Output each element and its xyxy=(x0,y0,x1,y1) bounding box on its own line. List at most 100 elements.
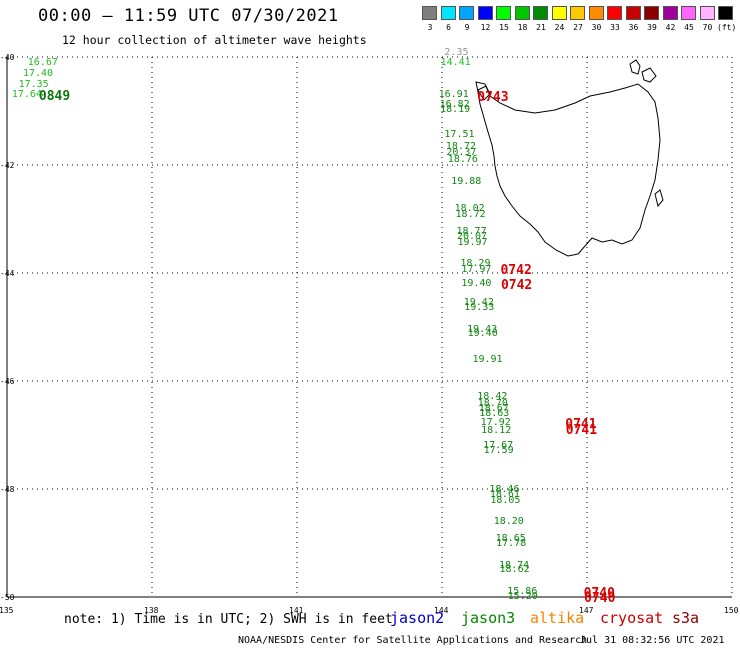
legend-label: 12 xyxy=(480,23,491,32)
page-subtitle: 12 hour collection of altimeter wave hei… xyxy=(62,33,367,47)
wave-height-label: 17.97 xyxy=(461,263,492,275)
pass-time-label: 0741 xyxy=(565,417,597,433)
legend-swatch xyxy=(681,6,696,20)
mission-cryosat: cryosat xyxy=(600,609,664,627)
legend-label: 24 xyxy=(554,23,565,32)
legend-label: 33 xyxy=(610,23,620,32)
mission-s3a: s3a xyxy=(672,609,700,627)
legend-swatch xyxy=(718,6,733,20)
mission-jason2: jason2 xyxy=(390,609,445,627)
lon-tick-label: 150 xyxy=(724,606,739,615)
legend-label: (ft) xyxy=(717,23,737,32)
legend-label: 70 xyxy=(702,23,713,32)
wave-height-label: 18.65 xyxy=(495,532,526,544)
wave-height-label: 19.40 xyxy=(467,328,498,340)
wave-height-label: 18.46 xyxy=(489,484,520,496)
tasmania-coastline xyxy=(475,81,661,257)
wave-height-label: 18.72 xyxy=(445,140,476,152)
lon-tick-label: 135 xyxy=(0,606,14,615)
wave-height-label: 19.97 xyxy=(457,236,488,248)
wave-height-label: 19.88 xyxy=(451,175,482,187)
pass-time-label: 0742 xyxy=(500,277,533,293)
pass-time-label: 0743 xyxy=(477,89,509,105)
legend-swatch xyxy=(607,6,622,20)
legend-swatch xyxy=(422,6,437,20)
lat-tick-label: -44 xyxy=(0,269,15,278)
legend-label: 27 xyxy=(573,23,583,32)
lon-tick-label: 138 xyxy=(144,606,159,615)
wave-height-label: 19.33 xyxy=(464,302,495,314)
legend-swatch xyxy=(625,6,641,20)
wave-height-label: 16.82 xyxy=(439,98,470,110)
wave-height-label: 18.29 xyxy=(460,258,491,270)
mission-altika: altika xyxy=(530,609,585,627)
wave-height-label: 16.91 xyxy=(438,88,469,100)
legend-swatch xyxy=(588,6,604,20)
credit-text: NOAA/NESDIS Center for Satellite Applica… xyxy=(238,635,588,646)
coastline xyxy=(475,59,664,257)
wave-height-label: 19.40 xyxy=(461,277,492,289)
island-east xyxy=(654,189,664,208)
legend-swatch xyxy=(644,6,659,20)
legend-label: 9 xyxy=(464,23,470,32)
wave-height-label: 18.74 xyxy=(499,559,530,571)
wave-height-label: 18.20 xyxy=(493,516,524,528)
wave-height-label: 17.35 xyxy=(18,78,49,90)
pass-time-label: 0742 xyxy=(500,262,532,278)
wave-height-label: 18.63 xyxy=(479,408,510,420)
legend-label: 15 xyxy=(499,23,509,32)
pass-time-label: 0849 xyxy=(38,88,71,104)
mission-jason3: jason3 xyxy=(461,609,516,627)
generated-timestamp: Jul 31 08:32:56 UTC 2021 xyxy=(580,635,725,646)
wave-height-label: 17.67 xyxy=(483,439,514,451)
wave-height-label: 17.51 xyxy=(444,128,475,140)
wave-height-label: 20.37 xyxy=(446,147,477,159)
legend-swatch xyxy=(570,6,585,20)
legend-swatch xyxy=(496,6,511,20)
wave-height-label: 2.35 xyxy=(444,46,469,58)
wave-height-label: 19.43 xyxy=(467,323,498,335)
wave-height-label: 18.70 xyxy=(477,397,508,409)
wave-height-label: 17.78 xyxy=(496,538,527,550)
wave-height-label: 18.67 xyxy=(478,403,509,415)
lon-tick-label: 141 xyxy=(289,606,304,615)
wave-height-label: 18.77 xyxy=(456,225,487,237)
legend-label: 6 xyxy=(446,23,451,32)
lat-tick-label: -48 xyxy=(0,485,15,494)
legend-swatch xyxy=(551,6,567,20)
legend-label: 36 xyxy=(628,23,639,32)
wave-height-label: 18.76 xyxy=(447,153,478,165)
legend-swatch xyxy=(440,6,456,20)
legend-swatch xyxy=(533,6,548,20)
wave-height-label: 18.02 xyxy=(454,203,485,215)
wave-height-label: 17.40 xyxy=(22,68,54,80)
axis-labels: -40 -42 -44 -46 -48 -50 135 138 141 144 147 150 xyxy=(0,53,739,615)
lat-tick-label: -40 xyxy=(0,53,15,62)
wave-height-label: 15.20 xyxy=(507,591,538,602)
legend-label: 42 xyxy=(665,23,676,32)
pass-time-label: 0740 xyxy=(584,591,616,606)
pass-time-label: 0741 xyxy=(565,422,598,438)
wave-height-label: 17.59 xyxy=(483,445,514,457)
legend-swatch xyxy=(699,6,715,20)
wave-height-label: 17.92 xyxy=(480,417,511,429)
island-king xyxy=(477,85,491,101)
wave-height-label: 18.12 xyxy=(481,424,512,436)
pass-time-label: 0740 xyxy=(583,585,615,601)
legend-label: 30 xyxy=(591,23,602,32)
wave-height-label: 20.07 xyxy=(456,231,488,243)
footer-note: note: 1) Time is in UTC; 2) SWH is in fe… xyxy=(64,612,393,627)
legend-label: 21 xyxy=(536,23,546,32)
wave-height-label: 18.42 xyxy=(477,391,508,403)
lat-tick-label: -42 xyxy=(0,161,15,170)
wave-height-label: 18.72 xyxy=(455,208,486,220)
island-north-2 xyxy=(641,67,657,83)
wave-height-label: 15.86 xyxy=(507,585,538,597)
legend-label: 45 xyxy=(684,23,694,32)
legend-label: 18 xyxy=(517,23,528,32)
wave-height-label: 19.42 xyxy=(463,296,494,308)
island-north-1 xyxy=(629,59,641,75)
wave-height-label: 19.91 xyxy=(472,354,503,366)
lon-tick-label: 147 xyxy=(579,606,594,615)
